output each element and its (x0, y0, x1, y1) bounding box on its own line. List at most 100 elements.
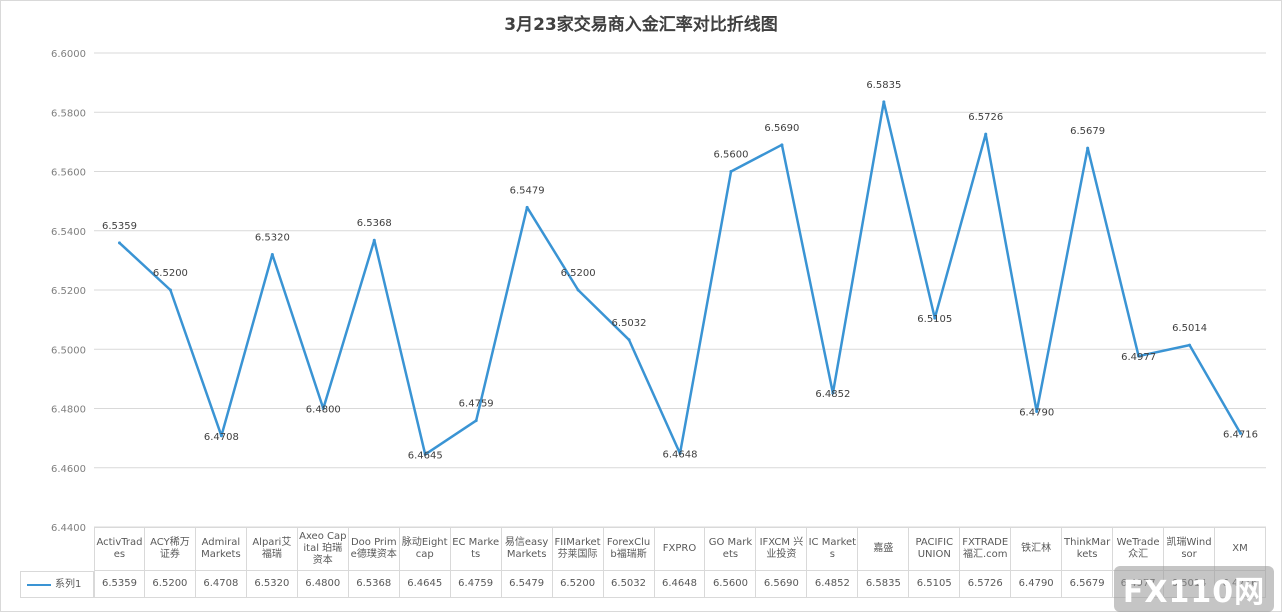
x-category-label: 易信easyMarkets (501, 527, 553, 571)
data-point (984, 132, 988, 136)
x-category-label: ThinkMarkets (1062, 527, 1114, 571)
data-point (423, 452, 427, 456)
x-category-label: FIIMarket 芬莱国际 (552, 527, 604, 571)
data-label: 6.4708 (204, 432, 239, 443)
table-value: 6.5600 (705, 571, 757, 598)
table-value: 6.5032 (603, 571, 655, 598)
data-label: 6.5679 (1070, 126, 1105, 137)
data-label: 6.4852 (815, 389, 850, 400)
data-point (1035, 409, 1039, 413)
data-point (1239, 431, 1243, 435)
table-value: 6.5835 (858, 571, 910, 598)
table-value: 6.5320 (246, 571, 298, 598)
watermark-text: FX110网 (1122, 575, 1266, 610)
data-point (729, 170, 733, 173)
x-category-label: FXTRADE 福汇.com (960, 527, 1012, 571)
table-value: 6.4852 (807, 571, 859, 598)
x-category-label: Alpari艾福瑞 (246, 527, 298, 571)
data-point (117, 241, 121, 245)
data-label: 6.4977 (1121, 352, 1156, 363)
data-point (882, 100, 886, 104)
data-label: 6.5320 (255, 232, 290, 243)
data-label: 6.5032 (612, 318, 647, 329)
chart-title: 3月23家交易商入金汇率对比折线图 (504, 15, 778, 35)
x-category-label: FXPRO (654, 527, 706, 571)
data-point (168, 288, 172, 292)
legend-swatch (27, 583, 51, 586)
data-label: 6.5479 (510, 185, 545, 196)
table-value: 6.4645 (399, 571, 451, 598)
table-value: 6.4708 (195, 571, 247, 598)
data-label: 6.5368 (357, 218, 392, 229)
table-value: 6.5679 (1062, 571, 1114, 598)
x-category-label: IC Markets (807, 527, 859, 571)
data-label: 6.4759 (459, 399, 494, 410)
data-point (831, 391, 835, 395)
data-label: 6.5600 (713, 150, 748, 161)
y-tick-label: 6.5400 (51, 227, 86, 238)
data-point (1188, 343, 1192, 347)
data-label: 6.5835 (866, 80, 901, 91)
data-point (1086, 146, 1090, 150)
legend-item: 系列1 (20, 571, 94, 598)
data-label: 6.5359 (102, 221, 137, 232)
y-tick-label: 6.4600 (51, 464, 86, 475)
data-label: 6.5200 (153, 268, 188, 279)
x-category-label: IFXCM 兴业投资 (756, 527, 808, 571)
data-label: 6.4800 (306, 405, 341, 416)
table-value: 6.5368 (348, 571, 400, 598)
data-label: 6.5200 (561, 268, 596, 279)
data-point (474, 419, 478, 423)
x-category-label: 嘉盛 (858, 527, 910, 571)
x-category-label: ForexClub福瑞斯 (603, 527, 655, 571)
table-value: 6.5726 (960, 571, 1012, 598)
table-value: 6.5479 (501, 571, 553, 598)
y-tick-label: 6.5600 (51, 168, 86, 179)
data-point (627, 338, 631, 342)
x-category-label: GO Markets (705, 527, 757, 571)
x-category-label: WeTrade众汇 (1113, 527, 1165, 571)
data-point (321, 407, 325, 410)
table-value: 6.5359 (94, 571, 145, 598)
data-label: 6.4645 (408, 450, 443, 461)
table-value: 6.5690 (756, 571, 808, 598)
data-point (678, 452, 682, 456)
x-category-label: 脉动Eightcap (399, 527, 451, 571)
x-category-label: ActivTrades (94, 527, 145, 571)
watermark-logo: FX110网 (1114, 566, 1274, 612)
data-point (219, 434, 223, 438)
data-label: 6.4716 (1223, 429, 1258, 440)
x-category-label: PACIFIC UNION (909, 527, 961, 571)
series-line (118, 100, 1242, 456)
legend-label: 系列1 (55, 578, 82, 590)
data-point (576, 288, 580, 292)
x-category-label: 凯瑞Windsor (1164, 527, 1216, 571)
y-tick-label: 6.5800 (51, 108, 86, 119)
x-category-label: Admiral Markets (195, 527, 247, 571)
table-value: 6.5200 (144, 571, 196, 598)
data-label: 6.4790 (1019, 407, 1054, 418)
x-category-label: XM (1215, 527, 1266, 571)
y-tick-label: 6.4400 (51, 523, 86, 534)
data-point (1137, 354, 1141, 358)
x-category-label: Doo Prime德璞资本 (348, 527, 400, 571)
table-value: 6.4759 (450, 571, 502, 598)
y-tick-label: 6.6000 (51, 49, 86, 60)
x-category-label: ACY稀万证券 (144, 527, 196, 571)
data-point (525, 205, 529, 209)
x-category-label: 铁汇林 (1011, 527, 1063, 571)
data-label: 6.5014 (1172, 323, 1207, 334)
table-value: 6.4648 (654, 571, 706, 598)
data-point (372, 238, 376, 242)
x-category-label: Axeo Capital 珀瑞资本 (297, 527, 349, 571)
data-point (270, 252, 274, 256)
table-value: 6.5200 (552, 571, 604, 598)
table-value: 6.5105 (909, 571, 961, 598)
data-point (933, 316, 937, 320)
y-tick-label: 6.5000 (51, 345, 86, 356)
x-category-label: EC Markets (450, 527, 502, 571)
data-point (780, 143, 784, 147)
table-value: 6.4800 (297, 571, 349, 598)
table-value: 6.4790 (1011, 571, 1063, 598)
